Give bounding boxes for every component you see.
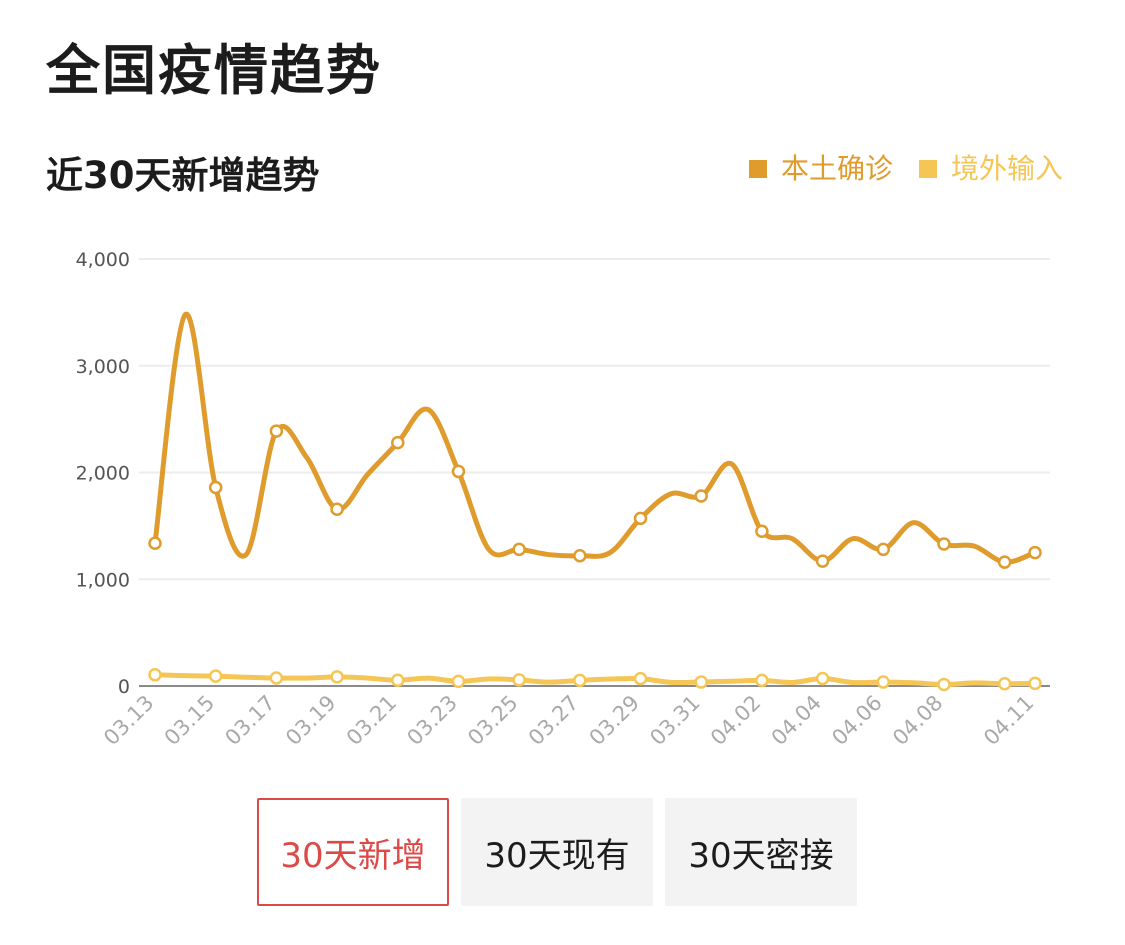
chart-tabs: 30天新增 30天现有 30天密接 <box>257 798 857 906</box>
x-tick-label: 03.23 <box>402 691 461 750</box>
data-point-local <box>937 537 951 551</box>
data-point-local <box>512 542 526 557</box>
data-point-imported <box>148 668 162 682</box>
x-tick-label: 03.29 <box>585 691 644 750</box>
x-tick-label: 03.15 <box>160 691 219 750</box>
data-point-imported <box>1028 676 1042 691</box>
data-point-imported <box>755 673 769 688</box>
data-point-local <box>451 464 466 479</box>
data-point-local <box>208 480 223 495</box>
legend-item-imported[interactable]: 境外输入 <box>918 152 1063 185</box>
x-tick-label: 04.04 <box>767 691 826 750</box>
y-tick-label: 0 <box>118 676 130 698</box>
tab-30day-contacts[interactable]: 30天密接 <box>665 798 857 906</box>
data-point-local <box>997 555 1012 569</box>
data-point-local <box>1028 545 1042 560</box>
legend-swatch-local <box>748 160 767 178</box>
data-point-local <box>815 554 830 568</box>
y-tick-label: 1,000 <box>76 569 130 591</box>
data-point-imported <box>573 673 587 688</box>
series-line-local <box>152 311 1038 565</box>
data-point-local <box>269 424 284 438</box>
x-tick-label: 04.08 <box>888 691 947 750</box>
data-point-imported <box>330 670 344 684</box>
data-point-local <box>694 489 708 503</box>
data-point-imported <box>937 677 951 692</box>
data-point-local <box>391 435 405 450</box>
y-tick-label: 4,000 <box>76 249 130 271</box>
legend-label-local: 本土确诊 <box>780 152 893 185</box>
data-point-local <box>755 524 769 538</box>
data-point-local <box>876 542 891 557</box>
x-tick-label: 03.27 <box>524 691 583 750</box>
legend-item-local[interactable]: 本土确诊 <box>748 152 893 185</box>
x-tick-label: 04.06 <box>827 691 886 750</box>
chart-legend: 本土确诊 境外输入 <box>748 152 1063 185</box>
data-point-local <box>633 511 648 526</box>
x-tick-label: 03.13 <box>99 691 158 750</box>
x-tick-label: 03.21 <box>342 691 401 750</box>
trend-line-chart: 0 1,000 2,000 3,000 4,000 03.13 03.15 03.17 03.1… <box>76 249 1050 750</box>
data-point-imported <box>633 671 648 686</box>
data-point-imported <box>512 673 526 687</box>
data-point-local <box>573 549 587 563</box>
section-title: 近30天新增趋势 <box>46 154 320 197</box>
data-point-imported <box>815 671 830 686</box>
data-point-imported <box>391 673 405 687</box>
data-point-imported <box>694 675 708 689</box>
y-tick-label: 2,000 <box>76 463 130 485</box>
x-tick-label: 03.17 <box>220 691 279 750</box>
x-tick-label: 04.02 <box>706 691 765 750</box>
tab-30day-current[interactable]: 30天现有 <box>461 798 653 906</box>
legend-label-imported: 境外输入 <box>950 152 1063 185</box>
data-point-local <box>148 536 162 551</box>
tab-30day-new[interactable]: 30天新增 <box>257 798 449 906</box>
y-tick-label: 3,000 <box>76 356 130 378</box>
data-point-imported <box>997 677 1012 691</box>
legend-swatch-imported <box>918 160 937 178</box>
data-point-imported <box>269 671 284 685</box>
data-point-imported <box>208 669 223 683</box>
x-tick-label: 03.25 <box>463 691 522 750</box>
data-point-imported <box>451 674 466 689</box>
x-tick-label: 03.31 <box>645 691 704 750</box>
x-tick-label: 03.19 <box>281 691 340 750</box>
data-point-local <box>330 502 344 516</box>
page-title: 全国疫情趋势 <box>46 39 382 102</box>
series-line-imported <box>152 672 1038 688</box>
data-point-imported <box>876 675 891 689</box>
x-tick-label: 04.11 <box>979 691 1038 750</box>
